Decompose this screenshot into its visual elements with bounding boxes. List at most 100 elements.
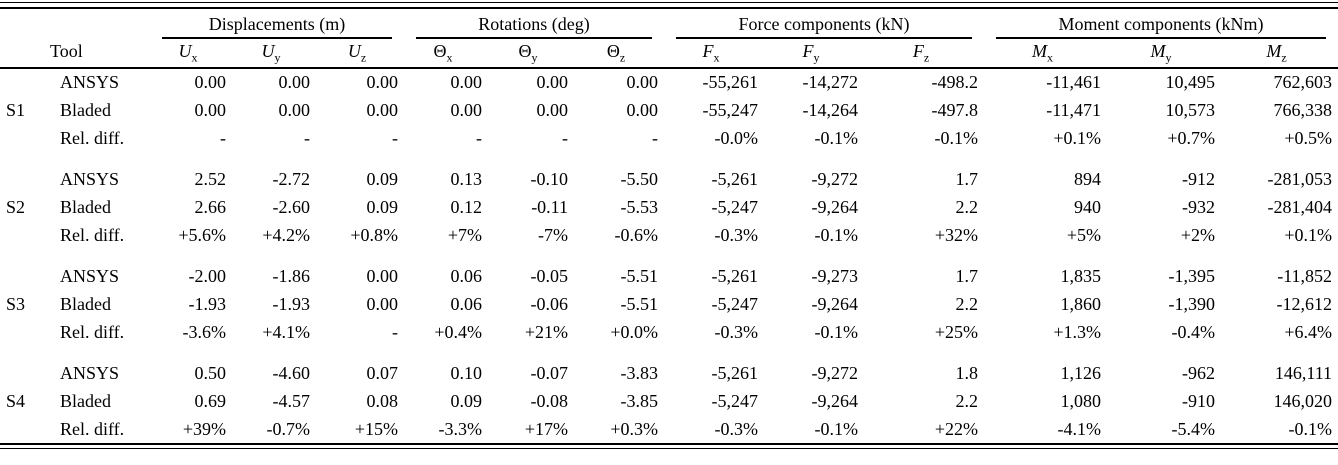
value-cell-s2-my: +2% (1180, 224, 1216, 245)
value-cell-s4-thx: -3.3% (438, 418, 483, 439)
tool-cell: Rel. diff. (60, 127, 125, 148)
tool-cell: Rel. diff. (60, 321, 125, 342)
group-header-forces: Force components (kN) (664, 9, 984, 39)
tool-cell: ANSYS (60, 362, 120, 383)
value-cell-s1-uz: - (392, 127, 399, 148)
value-cell-s4-fz: 1.8 (955, 362, 979, 383)
group-label-moments: Moment components (kNm) (996, 14, 1327, 39)
value-cell-s1-uy: 0.00 (278, 99, 311, 120)
section-gap (0, 249, 1338, 262)
group-label-displacements: Displacements (m) (162, 14, 393, 39)
value-cell-s4-thx: 0.09 (450, 390, 483, 411)
value-cell-s3-fx: -5,247 (711, 293, 759, 314)
value-cell-s4-fz: 2.2 (955, 390, 979, 411)
tool-cell: Bladed (60, 390, 111, 411)
value-cell-s4-thy: -0.07 (530, 362, 569, 383)
value-cell-s2-uy: -2.72 (272, 168, 311, 189)
group-label-forces: Force components (kN) (676, 14, 973, 39)
value-cell-s1-fz: -0.1% (934, 127, 979, 148)
value-cell-s2-fy: -9,272 (811, 168, 859, 189)
value-cell-s4-uz: +15% (354, 418, 399, 439)
value-cell-s3-thx: 0.06 (450, 265, 483, 286)
value-cell-s1-mx: -11,461 (1046, 72, 1102, 92)
col-header-thy: Θy (488, 39, 575, 69)
comparison-table: Displacements (m) Rotations (deg) Force … (0, 9, 1338, 443)
col-header-ux: Ux (150, 39, 232, 69)
value-cell-s2-fx: -5,247 (711, 196, 759, 217)
value-cell-s1-thy: 0.00 (536, 72, 569, 92)
col-header-uy: Uy (232, 39, 316, 69)
value-cell-s4-fx: -5,247 (711, 390, 759, 411)
col-header-thx: Θx (404, 39, 489, 69)
value-cell-s1-thy: - (562, 127, 569, 148)
value-cell-s1-fx: -55,261 (702, 72, 759, 92)
value-cell-s4-mz: 146,111 (1274, 362, 1333, 383)
value-cell-s2-mz: +0.1% (1284, 224, 1333, 245)
section-label-s4: S4 (6, 390, 26, 411)
value-cell-s4-fy: -9,272 (811, 362, 859, 383)
value-cell-s2-uz: 0.09 (366, 168, 399, 189)
table-row-s4-ansys: S4 ANSYS 0.50 -4.60 0.07 0.10 -0.07 -3.83 -5,261… (0, 359, 1338, 411)
value-cell-s3-uz: 0.00 (366, 293, 399, 314)
value-cell-s4-uz: 0.08 (366, 390, 399, 411)
col-header-fz: Fz (864, 39, 985, 69)
value-cell-s3-fx: -5,261 (711, 265, 759, 286)
column-header-row: Tool Ux Uy Uz Θx Θy Θz Fx Fy Fz Mx My Mz (0, 39, 1338, 69)
value-cell-s2-fy: -0.1% (814, 224, 859, 245)
col-header-mx: Mx (984, 39, 1108, 69)
value-cell-s4-ux: +39% (182, 418, 226, 439)
value-cell-s1-fy: -14,272 (802, 72, 859, 92)
value-cell-s1-uz: 0.00 (366, 99, 399, 120)
value-cell-s2-thz: -5.50 (620, 168, 659, 189)
value-cell-s3-thz: -5.51 (620, 265, 659, 286)
value-cell-s4-ux: 0.69 (194, 390, 227, 411)
tool-cell: ANSYS (60, 265, 120, 286)
value-cell-s3-fy: -9,273 (811, 265, 859, 286)
value-cell-s3-uy: -1.86 (272, 265, 311, 286)
tool-cell: ANSYS (60, 72, 120, 92)
col-header-uz: Uz (316, 39, 405, 69)
value-cell-s1-mz: +0.5% (1284, 127, 1333, 148)
value-cell-s1-thx: 0.00 (450, 72, 483, 92)
value-cell-s3-uy: -1.93 (272, 293, 311, 314)
value-cell-s1-uy: - (304, 127, 310, 148)
value-cell-s2-thx: +7% (447, 224, 483, 245)
value-cell-s1-thx: 0.00 (450, 99, 483, 120)
value-cell-s3-mz: +6.4% (1284, 321, 1333, 342)
tool-cell: Rel. diff. (60, 224, 125, 245)
value-cell-s1-fx: -0.0% (714, 127, 759, 148)
value-cell-s2-thz: -5.53 (620, 196, 659, 217)
value-cell-s3-uz: - (392, 321, 399, 342)
value-cell-s1-fz: -498.2 (931, 72, 979, 92)
value-cell-s2-ux: +5.6% (178, 224, 226, 245)
value-cell-s2-ux: 2.52 (194, 168, 227, 189)
table-row-s2-ansys: S2 ANSYS 2.52 -2.72 0.09 0.13 -0.10 -5.50 -5,261… (0, 165, 1338, 217)
value-cell-s3-my: -1,395 (1168, 265, 1216, 286)
bottom-rule-outer (0, 448, 1338, 449)
value-cell-s4-uy: -0.7% (266, 418, 311, 439)
group-header-rotations: Rotations (deg) (404, 9, 664, 39)
table-row-s2-rel-diff: Rel. diff. +5.6% +4.2% +0.8% +7% -7% -0.6% -0.3… (0, 221, 1338, 249)
value-cell-s1-thx: - (476, 127, 483, 148)
value-cell-s4-thx: 0.10 (450, 362, 483, 383)
value-cell-s2-fz: 2.2 (955, 196, 979, 217)
value-cell-s2-my: -932 (1182, 196, 1216, 217)
tool-cell: Bladed (60, 99, 111, 120)
value-cell-s1-mx: -11,471 (1046, 99, 1102, 120)
section-label-s1: S1 (6, 100, 26, 120)
value-cell-s2-mx: 894 (1074, 168, 1102, 189)
table-row-s3-bladed: Bladed -1.93 -1.93 0.00 0.06 -0.06 -5.51 -5,247… (0, 290, 1338, 318)
value-cell-s2-fz: +32% (934, 224, 979, 245)
value-cell-s3-uy: +4.1% (262, 321, 310, 342)
value-cell-s4-my: -5.4% (1171, 418, 1216, 439)
section-gap (0, 152, 1338, 165)
tool-column-header: Tool (50, 39, 150, 69)
value-cell-s3-my: -1,390 (1168, 293, 1216, 314)
group-header-spacer (0, 9, 150, 39)
col-header-my: My (1107, 39, 1222, 69)
value-cell-s4-mx: 1,080 (1060, 390, 1102, 411)
value-cell-s1-my: 10,495 (1165, 72, 1216, 92)
value-cell-s1-thy: 0.00 (536, 99, 569, 120)
group-header-moments: Moment components (kNm) (984, 9, 1338, 39)
value-cell-s4-fx: -5,261 (711, 362, 759, 383)
